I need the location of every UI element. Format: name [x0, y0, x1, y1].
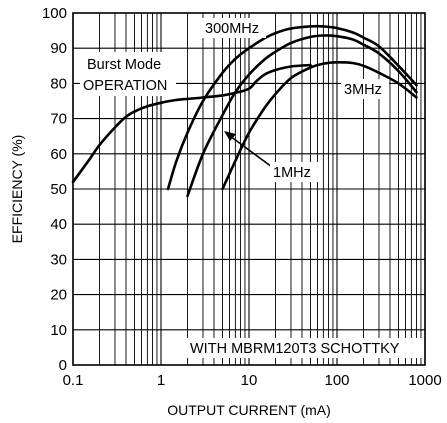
- annotations: Burst Mode OPERATION 300MHz 3MHz 1MHz WI…: [80, 18, 423, 358]
- efficiency-curve-2: [166, 24, 418, 191]
- curves: [71, 24, 418, 198]
- y-tick-label: 30: [50, 251, 67, 268]
- y-tick-label: 40: [50, 216, 67, 233]
- diode-label: WITH MBRM120T3 SCHOTTKY: [190, 341, 400, 357]
- x-tick-labels: 0.1 1 10 100 1000: [63, 372, 442, 389]
- y-tick-label: 70: [50, 111, 67, 128]
- y-tick-label: 100: [42, 5, 67, 22]
- y-tick-label: 10: [50, 322, 67, 339]
- burst-label-bg: [80, 52, 176, 96]
- y-tick-label: 20: [50, 287, 67, 304]
- f1-label: 1MHz: [273, 165, 311, 181]
- y-tick-label: 60: [50, 146, 67, 163]
- y-axis-title: EFFICIENCY (%): [9, 135, 25, 244]
- x-tick-label: 100: [324, 372, 349, 389]
- burst-mode-label: Burst Mode: [87, 57, 161, 73]
- y-tick-label: 0: [59, 357, 67, 374]
- efficiency-curve-1: [71, 63, 312, 184]
- f3-label: 3MHz: [344, 82, 382, 98]
- diode-label-bg: [187, 338, 423, 358]
- x-tick-label: 1: [157, 372, 165, 389]
- f1-label-bg: [270, 162, 318, 182]
- f1-leader-arrow: [224, 131, 236, 141]
- f1-leader-line: [229, 135, 273, 168]
- x-tick-label: 1000: [408, 372, 441, 389]
- y-tick-labels: 0 10 20 30 40 50 60 70 80 90 100: [42, 5, 67, 374]
- f3-label-bg: [341, 79, 389, 99]
- plot-frame: [72, 12, 426, 366]
- x-tick-label: 0.1: [63, 372, 84, 389]
- f300-label-bg: [202, 18, 266, 38]
- y-tick-label: 90: [50, 40, 67, 57]
- efficiency-curve-3: [186, 34, 418, 198]
- x-axis-title: OUTPUT CURRENT (mA): [167, 402, 331, 418]
- x-tick-label: 10: [241, 372, 258, 389]
- efficiency-curve-4: [221, 60, 418, 191]
- operation-label: OPERATION: [83, 78, 167, 94]
- y-tick-label: 50: [50, 181, 67, 198]
- y-tick-label: 80: [50, 75, 67, 92]
- f300-label: 300MHz: [205, 21, 259, 37]
